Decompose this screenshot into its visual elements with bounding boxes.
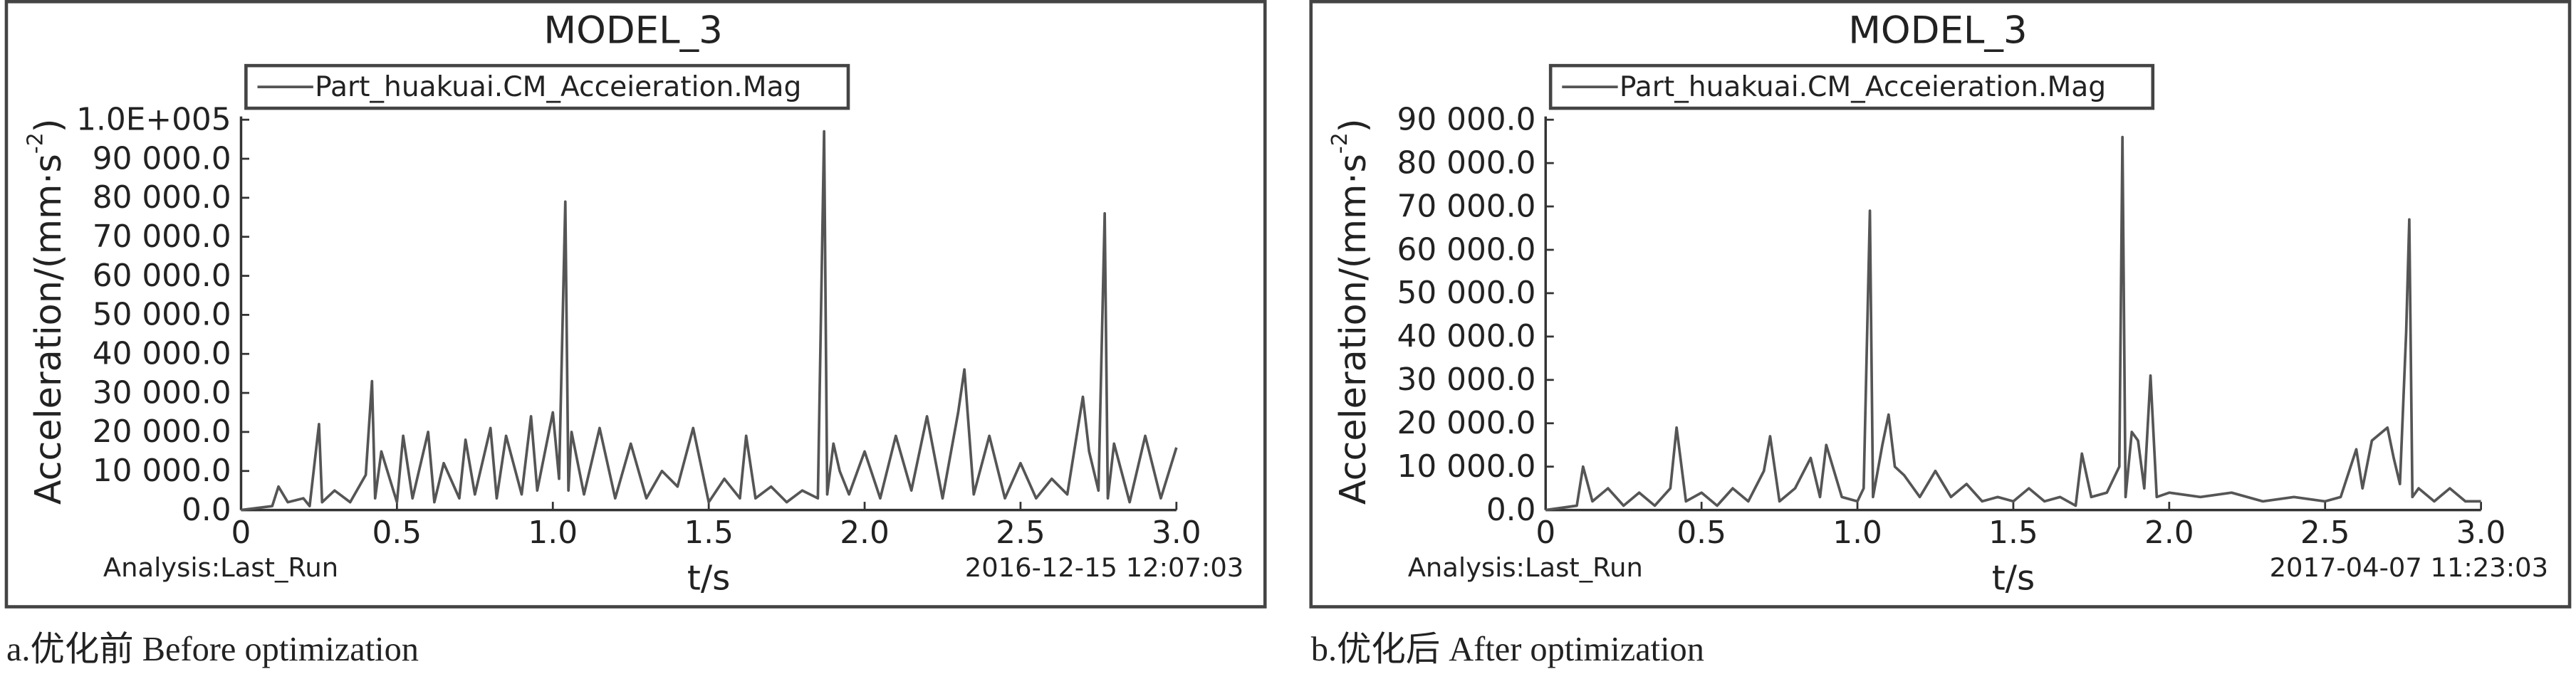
legend-box <box>1548 63 2155 110</box>
legend-box <box>244 63 850 110</box>
x-tick-label: 2.5 <box>2300 515 2350 551</box>
y-tick-label: 40 000.0 <box>1397 318 1536 354</box>
analysis-label: Analysis:Last_Run <box>1408 552 1643 583</box>
y-tick-label: 90 000.0 <box>1397 102 1536 138</box>
y-tick-label: 60 000.0 <box>1397 231 1536 268</box>
chart-title: MODEL_3 <box>543 9 722 53</box>
x-tick-label: 0 <box>231 515 251 551</box>
y-tick-label: 80 000.0 <box>1397 144 1536 181</box>
x-tick-label: 3.0 <box>2456 515 2506 551</box>
x-tick-label: 1.5 <box>1988 515 2038 551</box>
x-tick-label: 0.5 <box>1677 515 1726 551</box>
y-tick-label: 10 000.0 <box>1397 448 1536 485</box>
x-tick-label: 0.5 <box>372 515 422 551</box>
y-label-main: Acceleration/(mm·s <box>27 154 69 505</box>
y-tick-label: 50 000.0 <box>1397 275 1536 311</box>
y-tick-label: 20 000.0 <box>1397 405 1536 441</box>
y-tick-label: 30 000.0 <box>1397 362 1536 398</box>
x-tick-label: 1.0 <box>528 515 578 551</box>
y-tick-label: 70 000.0 <box>93 218 231 255</box>
timestamp: 2017-04-07 11:23:03 <box>2270 552 2548 583</box>
panel-frame <box>4 0 1267 609</box>
y-tick-label: 60 000.0 <box>93 258 231 294</box>
y-tick-label: 0.0 <box>182 492 231 528</box>
y-tick-label: 40 000.0 <box>93 336 231 372</box>
panel-frame <box>1309 0 2572 609</box>
y-tick-label: 0.0 <box>1486 492 1536 528</box>
caption: a.优化前 Before optimization <box>6 631 419 668</box>
y-tick-label: 20 000.0 <box>93 414 231 450</box>
x-tick-label: 2.0 <box>2144 515 2194 551</box>
caption: b.优化后 After optimization <box>1311 631 1704 668</box>
x-axis-label: t/s <box>687 559 730 599</box>
timestamp: 2016-12-15 12:07:03 <box>965 552 1243 583</box>
y-label-sup: -2 <box>1328 132 1352 154</box>
y-axis-label: Acceleration/(mm·s-2) <box>1328 118 1374 505</box>
legend-label: Part_huakuai.CM_Acceieration.Mag <box>1620 71 2106 103</box>
chart-panel: MODEL_3 Part_huakuai.CM_Acceieration.Mag 0… <box>4 0 1267 668</box>
x-tick-label: 1.0 <box>1832 515 1882 551</box>
y-tick-label: 80 000.0 <box>93 179 231 216</box>
x-tick-label: 1.5 <box>684 515 734 551</box>
data-line <box>241 130 1178 512</box>
chart-panel: MODEL_3 Part_huakuai.CM_Acceieration.Mag 0… <box>1309 0 2572 668</box>
x-tick-label: 2.5 <box>996 515 1045 551</box>
y-tick-label: 70 000.0 <box>1397 188 1536 224</box>
x-tick-label: 3.0 <box>1152 515 1201 551</box>
y-tick-label: 50 000.0 <box>93 297 231 333</box>
x-tick-label: 2.0 <box>840 515 890 551</box>
y-label-main: Acceleration/(mm·s <box>1332 154 1374 505</box>
y-tick-label: 90 000.0 <box>93 140 231 177</box>
y-label-end: ) <box>27 118 69 132</box>
analysis-label: Analysis:Last_Run <box>103 552 338 583</box>
y-axis-label: Acceleration/(mm·s-2) <box>23 118 69 505</box>
y-tick-label: 30 000.0 <box>93 374 231 411</box>
x-tick-label: 0 <box>1535 515 1555 551</box>
y-label-sup: -2 <box>23 132 48 154</box>
y-tick-label: 1.0E+005 <box>76 102 231 138</box>
y-tick-label: 10 000.0 <box>93 453 231 489</box>
legend-label: Part_huakuai.CM_Acceieration.Mag <box>315 71 801 103</box>
chart-title: MODEL_3 <box>1848 9 2027 53</box>
data-line <box>1545 135 2481 512</box>
x-axis-label: t/s <box>1992 559 2035 599</box>
y-label-end: ) <box>1332 118 1374 132</box>
